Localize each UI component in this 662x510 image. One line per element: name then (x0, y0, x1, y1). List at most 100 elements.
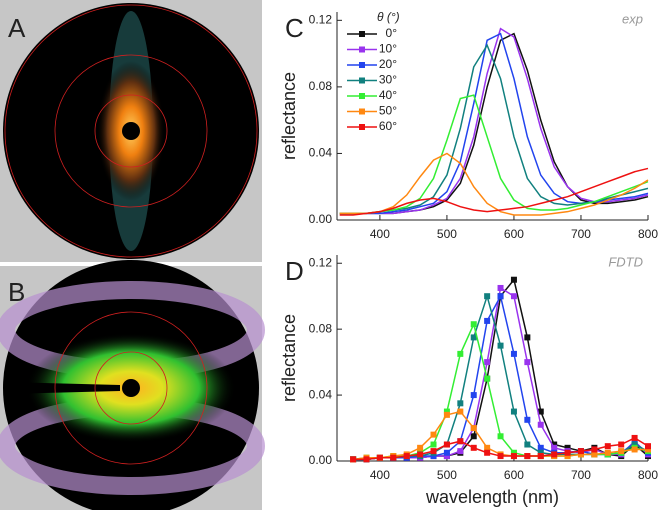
marker (604, 443, 611, 450)
legend-title: θ (°) (377, 10, 400, 24)
marker (484, 444, 491, 451)
x-tick-label: 400 (370, 468, 390, 482)
legend-marker (359, 93, 365, 99)
annotation: FDTD (608, 254, 643, 269)
marker (537, 444, 544, 451)
panel-a-image (0, 0, 262, 262)
marker (417, 444, 424, 451)
marker (484, 359, 491, 366)
marker (403, 453, 410, 460)
marker (430, 441, 437, 448)
marker (604, 449, 611, 456)
marker (551, 451, 558, 458)
marker (577, 448, 584, 455)
marker (510, 449, 517, 456)
marker (577, 451, 584, 458)
marker (510, 408, 517, 415)
legend-label: 10° (379, 42, 397, 56)
marker (390, 454, 397, 461)
marker (350, 456, 357, 463)
y-tick-label: 0.12 (309, 12, 333, 26)
marker (484, 317, 491, 324)
panel-label: D (285, 256, 304, 286)
panel-label: A (8, 13, 26, 43)
x-tick-label: 800 (638, 227, 658, 241)
x-tick-label: 800 (638, 468, 658, 482)
legend-marker (359, 77, 365, 84)
marker (430, 431, 437, 438)
marker (457, 438, 464, 445)
marker (564, 449, 571, 456)
marker (484, 293, 491, 300)
marker (497, 433, 504, 440)
marker (631, 441, 638, 448)
marker (564, 444, 571, 451)
marker (363, 456, 370, 463)
marker (457, 448, 464, 455)
marker (457, 350, 464, 357)
marker (591, 446, 598, 453)
marker (524, 334, 531, 341)
legend-marker (359, 31, 365, 37)
marker (497, 284, 504, 291)
legend-marker (359, 62, 365, 68)
marker (430, 453, 437, 460)
marker (470, 392, 477, 399)
marker (510, 350, 517, 357)
legend-label: 0° (386, 26, 398, 40)
x-tick-label: 500 (437, 227, 457, 241)
series-line (339, 167, 649, 216)
series-line (339, 152, 649, 216)
marker (537, 421, 544, 428)
marker (376, 454, 383, 461)
marker (510, 293, 517, 300)
marker (551, 441, 558, 448)
marker (631, 434, 638, 441)
x-axis-label: wavelength (nm) (425, 487, 559, 507)
x-tick-label: 700 (571, 468, 591, 482)
series-line (339, 94, 649, 215)
marker (470, 334, 477, 341)
marker (591, 451, 598, 458)
marker (524, 416, 531, 423)
marker (443, 411, 450, 418)
marker (484, 449, 491, 456)
panel-label: B (8, 277, 25, 307)
y-tick-label: 0.04 (309, 146, 333, 160)
marker (524, 359, 531, 366)
marker (645, 446, 651, 453)
y-axis-label: reflectance (279, 72, 299, 160)
marker (537, 449, 544, 456)
marker (470, 425, 477, 432)
legend-label: 20° (379, 57, 397, 71)
marker (457, 408, 464, 415)
x-tick-label: 600 (504, 468, 524, 482)
marker (551, 444, 558, 451)
marker (524, 453, 531, 460)
marker (497, 342, 504, 349)
marker (618, 441, 625, 448)
y-tick-label: 0.08 (309, 79, 333, 93)
annotation: exp (622, 11, 643, 26)
marker (417, 451, 424, 458)
y-tick-label: 0.04 (309, 387, 333, 401)
marker (510, 453, 517, 460)
series-line (353, 278, 649, 461)
panel-b-image (0, 260, 265, 510)
marker (470, 433, 477, 440)
y-tick-label: 0.12 (309, 255, 333, 269)
marker (443, 449, 450, 456)
y-tick-label: 0.00 (309, 453, 333, 467)
marker (618, 448, 625, 455)
marker (430, 448, 437, 455)
legend-label: 50° (379, 104, 397, 118)
marker (443, 453, 450, 460)
marker (537, 408, 544, 415)
y-tick-label: 0.00 (309, 212, 333, 226)
marker (510, 276, 517, 283)
marker (443, 408, 450, 415)
legend-label: 40° (379, 88, 397, 102)
marker (470, 321, 477, 328)
marker (524, 441, 531, 448)
